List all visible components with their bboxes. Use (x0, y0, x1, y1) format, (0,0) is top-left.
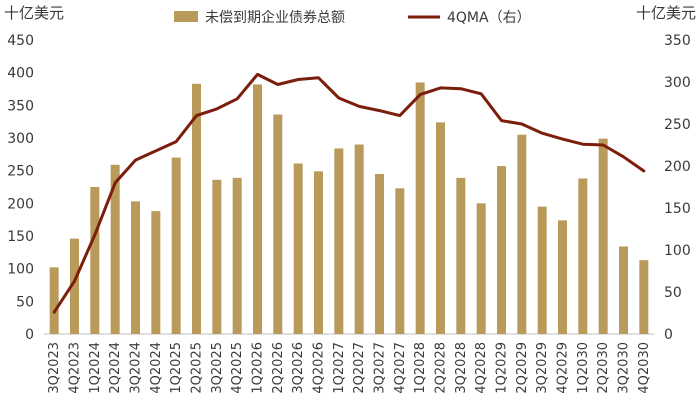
right-tick-label: 300 (664, 75, 691, 91)
right-tick-label: 200 (664, 159, 691, 175)
bar (232, 177, 242, 334)
bar (476, 203, 486, 334)
x-tick-label: 3Q2023 (47, 342, 62, 394)
x-tick-label: 2Q2025 (190, 342, 205, 394)
bar (314, 171, 323, 334)
legend: 未偿到期企业债券总额 4QMA（右） (174, 9, 531, 26)
left-tick-label: 350 (7, 98, 34, 114)
bar (598, 138, 608, 334)
bar (293, 163, 303, 334)
x-axis: 3Q2023 4Q2023 1Q2024 2Q2024 3Q2024 4Q2024 1Q20… (47, 342, 652, 394)
right-axis: 0 50 100 150 200 250 300 350 (664, 33, 691, 343)
bar (354, 144, 364, 334)
left-tick-label: 450 (7, 33, 34, 49)
x-tick-label: 4Q2028 (474, 342, 489, 394)
x-tick-label: 4Q2027 (393, 342, 408, 394)
right-tick-label: 0 (664, 327, 673, 343)
left-tick-label: 250 (7, 164, 34, 180)
left-tick-label: 100 (7, 262, 34, 278)
left-tick-label: 200 (7, 196, 34, 212)
bar (558, 220, 567, 334)
x-tick-label: 1Q2028 (413, 342, 428, 394)
x-tick-label: 3Q2030 (617, 342, 632, 394)
x-tick-label: 3Q2029 (535, 342, 550, 394)
bar (639, 260, 649, 334)
x-tick-label: 1Q2027 (332, 342, 347, 394)
bar (578, 178, 588, 334)
right-axis-unit: 十亿美元 (636, 4, 696, 22)
x-tick-label: 2Q2030 (596, 342, 611, 394)
bar (334, 148, 344, 334)
x-tick-label: 1Q2030 (576, 342, 591, 394)
legend-bar-swatch (174, 11, 198, 22)
right-tick-label: 250 (664, 117, 691, 133)
legend-line-label: 4QMA（右） (447, 10, 531, 26)
bar (395, 188, 405, 334)
left-tick-label: 150 (7, 229, 34, 245)
right-tick-label: 50 (664, 285, 682, 301)
left-axis-unit: 十亿美元 (4, 4, 64, 22)
bar (171, 157, 181, 334)
left-axis: 0 50 100 150 200 250 300 350 400 450 (7, 33, 34, 343)
bar (456, 177, 466, 334)
x-tick-label: 2Q2024 (108, 342, 123, 394)
bar (497, 166, 506, 334)
x-tick-label: 2Q2027 (352, 342, 367, 394)
left-tick-label: 50 (16, 294, 34, 310)
x-tick-label: 4Q2030 (637, 342, 652, 394)
x-tick-label: 4Q2023 (68, 342, 83, 394)
bar (110, 164, 120, 334)
bar (151, 211, 161, 334)
bar (273, 114, 283, 334)
bar (212, 179, 222, 334)
x-tick-label: 3Q2024 (129, 342, 144, 394)
x-tick-label: 4Q2029 (556, 342, 571, 394)
x-tick-label: 1Q2024 (88, 342, 103, 394)
right-tick-label: 350 (664, 33, 691, 49)
bar (253, 84, 262, 334)
legend-bar-label: 未偿到期企业债券总额 (205, 9, 345, 26)
x-tick-label: 2Q2029 (515, 342, 530, 394)
bar (537, 206, 547, 334)
bar (131, 201, 140, 334)
x-tick-label: 2Q2028 (434, 342, 449, 394)
bar (70, 238, 79, 334)
bar (90, 187, 100, 334)
bar-series (49, 82, 649, 334)
x-tick-label: 4Q2024 (149, 342, 164, 394)
bar (436, 122, 445, 334)
line-path (52, 72, 646, 314)
line-series (52, 72, 646, 314)
x-tick-label: 1Q2025 (169, 342, 184, 394)
left-tick-label: 0 (25, 327, 34, 343)
x-tick-label: 3Q2025 (210, 342, 225, 394)
right-tick-label: 150 (664, 201, 691, 217)
bar (619, 246, 628, 334)
x-tick-label: 3Q2027 (373, 342, 388, 394)
left-tick-label: 300 (7, 131, 34, 147)
bar (49, 267, 59, 334)
x-tick-label: 3Q2026 (291, 342, 306, 394)
left-tick-label: 400 (7, 66, 34, 82)
bar (517, 134, 527, 334)
bar (375, 173, 384, 334)
bar (415, 82, 425, 334)
x-tick-label: 1Q2029 (495, 342, 510, 394)
right-tick-label: 100 (664, 243, 691, 259)
x-tick-label: 3Q2028 (454, 342, 469, 394)
x-tick-label: 2Q2026 (271, 342, 286, 394)
x-tick-label: 4Q2025 (230, 342, 245, 394)
x-tick-label: 4Q2026 (312, 342, 327, 394)
bar (192, 83, 201, 334)
x-tick-label: 1Q2026 (251, 342, 266, 394)
